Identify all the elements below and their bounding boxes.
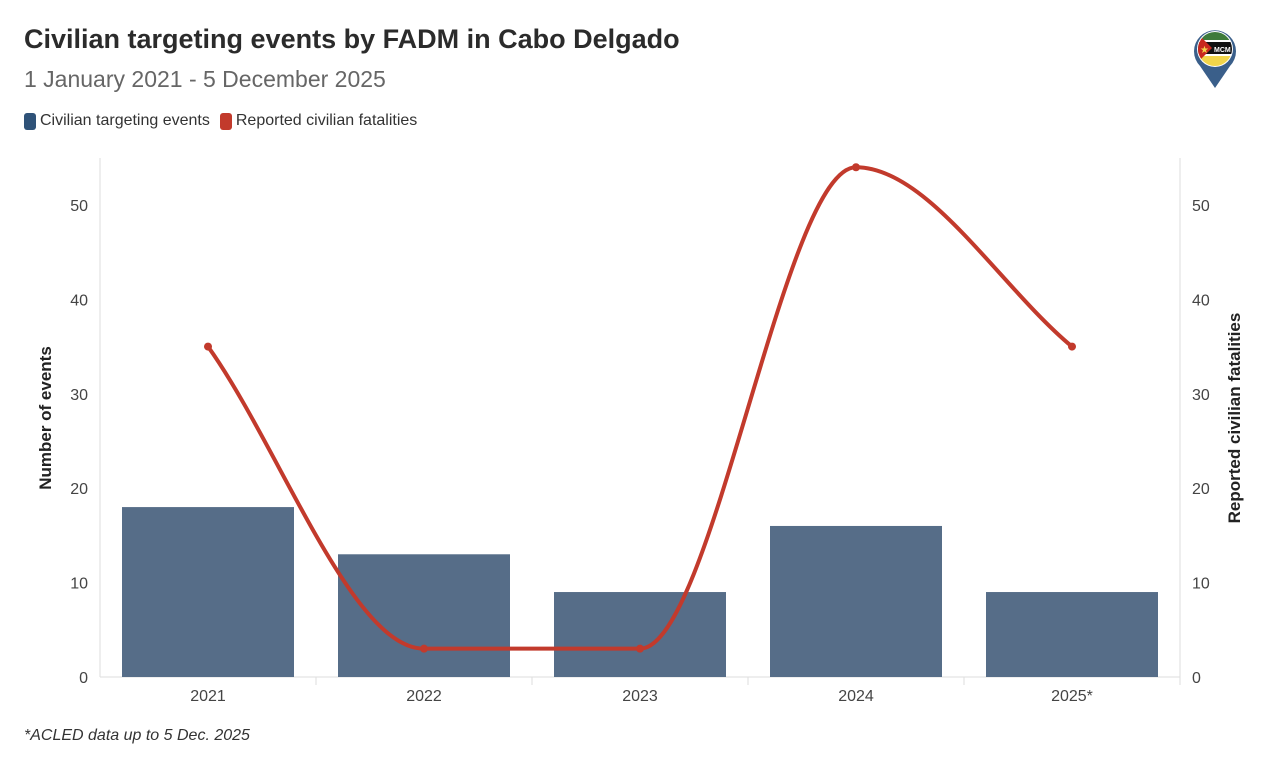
y-tick-label-left: 10 <box>70 576 88 593</box>
bar-2025 <box>986 592 1158 677</box>
y-tick-label-right: 20 <box>1192 481 1210 498</box>
legend-label-fatalities: Reported civilian fatalities <box>235 112 418 129</box>
legend-item-events[interactable]: Civilian targeting events <box>24 112 210 130</box>
y-axis-label-right: Reported civilian fatalities <box>1225 313 1244 524</box>
y-tick-label-left: 50 <box>70 198 88 215</box>
chart-title: Civilian targeting events by FADM in Cab… <box>24 24 680 54</box>
y-tick-label-right: 40 <box>1192 292 1210 309</box>
y-tick-label-right: 0 <box>1192 670 1201 687</box>
chart-subtitle: 1 January 2021 - 5 December 2025 <box>24 66 386 92</box>
y-tick-label-left: 40 <box>70 292 88 309</box>
legend-item-fatalities[interactable]: Reported civilian fatalities <box>219 112 418 130</box>
bar-2022 <box>338 554 510 677</box>
fatalities-point-2022 <box>420 644 428 653</box>
mcm-logo-icon: ★ MCM <box>1194 30 1236 88</box>
bar-2024 <box>770 525 942 677</box>
x-tick-label: 2024 <box>838 688 874 705</box>
svg-text:★: ★ <box>1200 45 1209 56</box>
x-tick-label: 2022 <box>406 688 442 705</box>
x-tick-label: 2021 <box>190 688 226 705</box>
y-tick-label-right: 10 <box>1192 576 1210 593</box>
y-tick-label-left: 20 <box>70 481 88 498</box>
bar-2023 <box>554 592 726 677</box>
y-tick-label-left: 30 <box>70 387 88 404</box>
y-tick-label-left: 0 <box>79 670 88 687</box>
y-tick-label-right: 50 <box>1192 198 1210 215</box>
legend: Civilian targeting events Reported civil… <box>24 112 417 130</box>
fatalities-point-2021 <box>204 342 212 351</box>
svg-text:MCM: MCM <box>1214 47 1231 54</box>
y-axis-label-left: Number of events <box>36 346 55 490</box>
fatalities-point-2024 <box>852 163 860 172</box>
bar-2021 <box>122 507 294 677</box>
legend-swatch-fatalities <box>219 112 232 130</box>
x-tick-label: 2025* <box>1051 688 1093 705</box>
fatalities-line <box>206 165 1074 651</box>
legend-swatch-events <box>24 112 36 130</box>
footnote: *ACLED data up to 5 Dec. 2025 <box>24 727 250 744</box>
fatalities-point-2023 <box>636 644 644 653</box>
fatalities-point-2025 <box>1068 342 1076 351</box>
legend-label-events: Civilian targeting events <box>40 112 210 129</box>
x-tick-label: 2023 <box>622 688 658 705</box>
y-tick-label-right: 30 <box>1192 387 1210 404</box>
